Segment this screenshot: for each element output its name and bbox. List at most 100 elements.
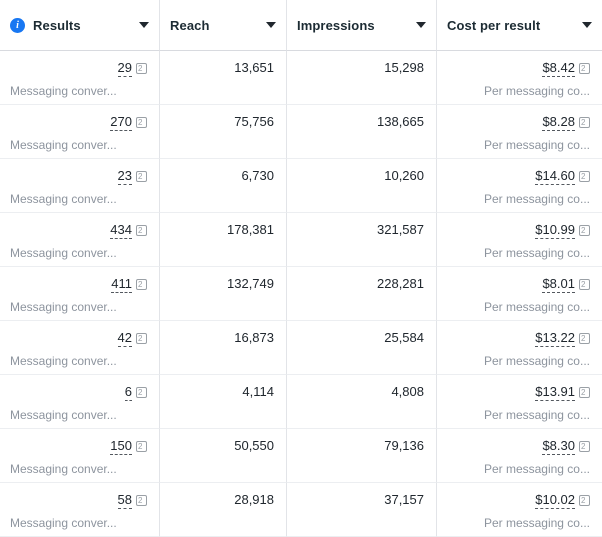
impressions-cell: 37,157 bbox=[287, 483, 437, 537]
attribution-window-icon[interactable] bbox=[579, 279, 590, 290]
results-cell: 23 Messaging conver... bbox=[0, 159, 160, 213]
results-cell: 6 Messaging conver... bbox=[0, 375, 160, 429]
results-value-link[interactable]: 411 bbox=[111, 276, 132, 293]
attribution-window-icon[interactable] bbox=[579, 117, 590, 128]
reach-cell: 178,381 bbox=[160, 213, 287, 267]
results-value-link[interactable]: 6 bbox=[124, 384, 132, 401]
attribution-window-icon[interactable] bbox=[136, 441, 147, 452]
column-header-label: Cost per result bbox=[447, 17, 541, 33]
attribution-window-icon[interactable] bbox=[136, 279, 147, 290]
impressions-cell: 15,298 bbox=[287, 51, 437, 105]
results-value-link[interactable]: 434 bbox=[110, 222, 132, 239]
attribution-window-icon[interactable] bbox=[136, 63, 147, 74]
reach-value: 13,651 bbox=[234, 60, 274, 75]
attribution-window-icon[interactable] bbox=[136, 387, 147, 398]
cost-value-link[interactable]: $10.99 bbox=[535, 222, 575, 239]
column-header-results[interactable]: i Results bbox=[0, 0, 160, 51]
chevron-down-icon[interactable] bbox=[416, 22, 426, 28]
reach-cell: 28,918 bbox=[160, 483, 287, 537]
attribution-window-icon[interactable] bbox=[579, 225, 590, 236]
column-header-cost-per-result[interactable]: Cost per result bbox=[437, 0, 602, 51]
cost-value-link[interactable]: $13.91 bbox=[535, 384, 575, 401]
results-value-link[interactable]: 29 bbox=[117, 60, 132, 77]
reach-value: 16,873 bbox=[234, 330, 274, 345]
cost-value-link[interactable]: $13.22 bbox=[535, 330, 575, 347]
column-header-reach[interactable]: Reach bbox=[160, 0, 287, 51]
results-type-label: Messaging conver... bbox=[10, 516, 117, 530]
cost-type-label: Per messaging co... bbox=[483, 246, 590, 260]
results-value-link[interactable]: 42 bbox=[117, 330, 132, 347]
cost-value-link[interactable]: $8.28 bbox=[542, 114, 575, 131]
chevron-down-icon[interactable] bbox=[139, 22, 149, 28]
impressions-value: 37,157 bbox=[384, 492, 424, 507]
results-type-label: Messaging conver... bbox=[10, 138, 117, 152]
impressions-cell: 79,136 bbox=[287, 429, 437, 483]
attribution-window-icon[interactable] bbox=[136, 495, 147, 506]
results-value-link[interactable]: 270 bbox=[110, 114, 132, 131]
cost-value-link[interactable]: $8.01 bbox=[542, 276, 575, 293]
impressions-cell: 4,808 bbox=[287, 375, 437, 429]
reach-value: 28,918 bbox=[234, 492, 274, 507]
cost-value-link[interactable]: $8.30 bbox=[542, 438, 575, 455]
cost-type-label: Per messaging co... bbox=[483, 408, 590, 422]
cost-per-result-cell: $8.42 Per messaging co... bbox=[437, 51, 602, 105]
results-value-link[interactable]: 150 bbox=[110, 438, 132, 455]
impressions-cell: 321,587 bbox=[287, 213, 437, 267]
attribution-window-icon[interactable] bbox=[136, 117, 147, 128]
chevron-down-icon[interactable] bbox=[266, 22, 276, 28]
cost-type-label: Per messaging co... bbox=[483, 300, 590, 314]
impressions-value: 79,136 bbox=[384, 438, 424, 453]
reach-cell: 16,873 bbox=[160, 321, 287, 375]
reach-value: 50,550 bbox=[234, 438, 274, 453]
info-icon[interactable]: i bbox=[10, 17, 25, 33]
cost-type-label: Per messaging co... bbox=[483, 516, 590, 530]
cost-per-result-cell: $10.02 Per messaging co... bbox=[437, 483, 602, 537]
column-header-label: Reach bbox=[170, 17, 210, 33]
impressions-value: 25,584 bbox=[384, 330, 424, 345]
results-value-link[interactable]: 58 bbox=[117, 492, 132, 509]
impressions-cell: 138,665 bbox=[287, 105, 437, 159]
cost-type-label: Per messaging co... bbox=[483, 138, 590, 152]
cost-value-link[interactable]: $10.02 bbox=[535, 492, 575, 509]
attribution-window-icon[interactable] bbox=[579, 333, 590, 344]
impressions-cell: 228,281 bbox=[287, 267, 437, 321]
cost-type-label: Per messaging co... bbox=[483, 84, 590, 98]
cost-per-result-cell: $14.60 Per messaging co... bbox=[437, 159, 602, 213]
attribution-window-icon[interactable] bbox=[579, 387, 590, 398]
impressions-value: 15,298 bbox=[384, 60, 424, 75]
impressions-value: 138,665 bbox=[377, 114, 424, 129]
cost-per-result-cell: $10.99 Per messaging co... bbox=[437, 213, 602, 267]
reach-cell: 50,550 bbox=[160, 429, 287, 483]
attribution-window-icon[interactable] bbox=[579, 63, 590, 74]
column-header-impressions[interactable]: Impressions bbox=[287, 0, 437, 51]
results-cell: 270 Messaging conver... bbox=[0, 105, 160, 159]
attribution-window-icon[interactable] bbox=[136, 171, 147, 182]
cost-value-link[interactable]: $8.42 bbox=[542, 60, 575, 77]
results-type-label: Messaging conver... bbox=[10, 408, 117, 422]
results-cell: 29 Messaging conver... bbox=[0, 51, 160, 105]
attribution-window-icon[interactable] bbox=[136, 225, 147, 236]
impressions-value: 4,808 bbox=[391, 384, 424, 399]
column-header-label: Results bbox=[33, 17, 81, 33]
cost-per-result-cell: $8.28 Per messaging co... bbox=[437, 105, 602, 159]
reach-value: 4,114 bbox=[242, 384, 274, 399]
attribution-window-icon[interactable] bbox=[136, 333, 147, 344]
attribution-window-icon[interactable] bbox=[579, 171, 590, 182]
attribution-window-icon[interactable] bbox=[579, 495, 590, 506]
cost-value-link[interactable]: $14.60 bbox=[535, 168, 575, 185]
chevron-down-icon[interactable] bbox=[582, 22, 592, 28]
results-type-label: Messaging conver... bbox=[10, 300, 117, 314]
impressions-cell: 25,584 bbox=[287, 321, 437, 375]
reach-value: 132,749 bbox=[227, 276, 274, 291]
reach-value: 75,756 bbox=[234, 114, 274, 129]
reach-cell: 4,114 bbox=[160, 375, 287, 429]
reach-value: 6,730 bbox=[241, 168, 274, 183]
attribution-window-icon[interactable] bbox=[579, 441, 590, 452]
results-value-link[interactable]: 23 bbox=[117, 168, 132, 185]
cost-per-result-cell: $8.01 Per messaging co... bbox=[437, 267, 602, 321]
cost-type-label: Per messaging co... bbox=[483, 462, 590, 476]
reach-value: 178,381 bbox=[227, 222, 274, 237]
cost-type-label: Per messaging co... bbox=[483, 192, 590, 206]
reach-cell: 132,749 bbox=[160, 267, 287, 321]
